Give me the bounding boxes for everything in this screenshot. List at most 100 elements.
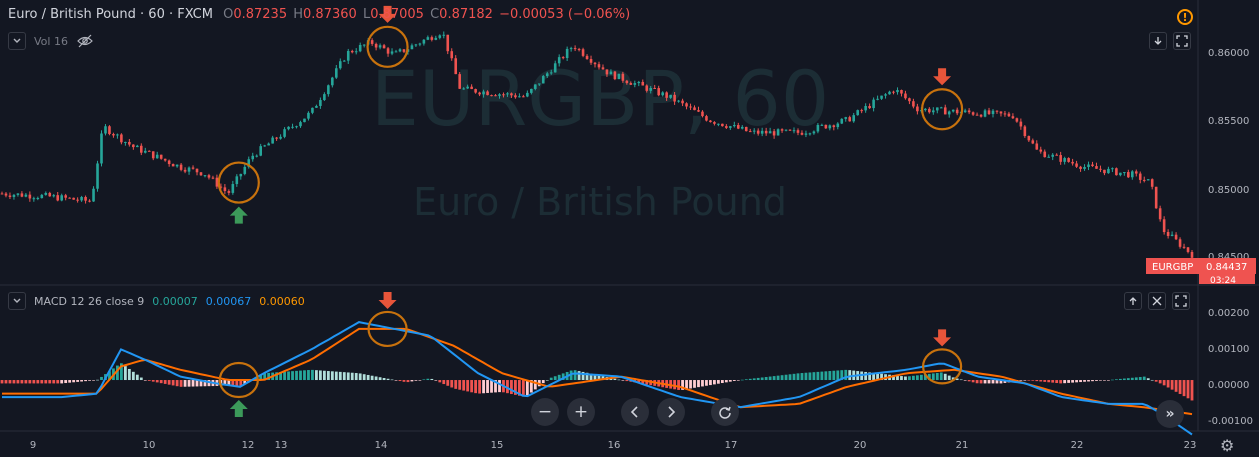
candle-body (434, 37, 438, 40)
annotation-circle (217, 161, 260, 204)
candle-body (191, 167, 195, 169)
candle-body (736, 125, 740, 129)
histogram-bar (155, 380, 159, 383)
candle-body (354, 51, 358, 53)
candle-body (76, 199, 79, 201)
macd-label[interactable]: MACD 12 26 close 9 (34, 294, 145, 308)
histogram-bar (283, 371, 286, 381)
candle-body (1015, 118, 1019, 122)
histogram-bar (541, 380, 545, 384)
eye-off-icon[interactable] (76, 34, 94, 48)
candle-body (1119, 172, 1122, 176)
histogram-bar (812, 372, 816, 381)
histogram-bar (330, 371, 334, 381)
maximize-pane-button[interactable] (1173, 32, 1191, 50)
zoom-in-button[interactable]: + (567, 398, 595, 426)
histogram-bar (1142, 376, 1146, 381)
reset-icon (719, 406, 731, 419)
symbol-title[interactable]: Euro / British Pound · 60 · FXCM (8, 7, 213, 22)
histogram-bar (303, 370, 306, 381)
histogram-bar (983, 380, 987, 384)
annotation-circle (218, 361, 259, 399)
scroll-right-button[interactable] (657, 398, 685, 426)
histogram-bar (307, 370, 310, 381)
histogram-bar (1095, 380, 1098, 381)
histogram-bar (724, 380, 728, 383)
candle-body (820, 124, 824, 126)
candle-body (139, 145, 143, 153)
histogram-bar (768, 376, 772, 381)
symbol-legend[interactable]: Euro / British Pound · 60 · FXCM O0.8723… (8, 7, 632, 22)
candle-body (438, 35, 442, 38)
histogram-bar (808, 372, 812, 381)
zoom-out-button[interactable]: − (531, 398, 559, 426)
candle-body (657, 88, 660, 96)
candle-body (235, 176, 239, 185)
time-tick: 21 (956, 440, 969, 451)
histogram-bar (346, 372, 350, 381)
collapse-legend-button[interactable] (8, 32, 26, 50)
ohlc-close-label: C (430, 7, 440, 22)
histogram-bar (438, 380, 442, 383)
histogram-bar (60, 380, 64, 384)
time-tick: 12 (242, 440, 255, 451)
histogram-bar (848, 370, 852, 381)
histogram-bar (561, 373, 565, 381)
candle-body (60, 195, 63, 201)
maximize-macd-button[interactable] (1172, 292, 1190, 310)
candle-body (776, 129, 780, 136)
last-price-badge (1146, 258, 1256, 274)
histogram-bar (482, 380, 485, 394)
warning-icon[interactable]: ! (1177, 9, 1193, 25)
scroll-left-button[interactable] (621, 398, 649, 426)
candle-body (788, 129, 792, 131)
candle-body (995, 110, 999, 112)
remove-indicator-button[interactable] (1148, 292, 1166, 310)
candle-body (442, 34, 446, 36)
histogram-bar (64, 380, 68, 384)
candle-body (16, 193, 20, 195)
candle-body (124, 141, 127, 143)
move-up-button[interactable] (1124, 292, 1142, 310)
scroll-to-realtime-button[interactable]: » (1156, 400, 1184, 428)
macd-lines-layer (2, 321, 1193, 436)
histogram-bar (904, 376, 907, 381)
histogram-bar (191, 380, 195, 387)
histogram-bar (458, 380, 462, 390)
histogram-bar (796, 373, 800, 381)
reset-chart-button[interactable] (711, 398, 739, 426)
candle-body (534, 84, 537, 89)
histogram-bar (716, 380, 720, 384)
candle-body (1170, 234, 1174, 236)
candle-body (685, 103, 688, 107)
histogram-bar (840, 370, 844, 381)
candle-body (56, 195, 60, 201)
settings-gear-icon[interactable]: ⚙ (1220, 436, 1235, 455)
histogram-bar (295, 370, 298, 381)
time-tick: 14 (375, 440, 388, 451)
candle-body (900, 90, 903, 94)
macd-line (2, 321, 1193, 436)
histogram-bar (689, 380, 692, 389)
histogram-bar (697, 380, 700, 388)
histogram-bar (1134, 377, 1138, 381)
candle-body (299, 122, 302, 127)
candle-body (183, 169, 187, 172)
collapse-macd-button[interactable] (8, 292, 26, 310)
minus-icon: − (537, 402, 553, 422)
candle-body (100, 133, 103, 164)
volume-legend[interactable]: Vol 16 (8, 32, 94, 50)
candle-body (605, 69, 609, 75)
histogram-bar (494, 380, 497, 393)
candle-body (796, 130, 800, 133)
candle-body (279, 136, 282, 139)
move-down-button[interactable] (1149, 32, 1167, 50)
candle-body (701, 111, 704, 117)
badge-price: 0.84437 (1206, 262, 1247, 273)
arrow-up-icon (1129, 297, 1137, 305)
volume-label[interactable]: Vol 16 (34, 34, 68, 48)
candle-body (967, 110, 971, 113)
macd-legend[interactable]: MACD 12 26 close 9 0.00007 0.00067 0.000… (8, 292, 305, 310)
histogram-bar (868, 372, 872, 381)
